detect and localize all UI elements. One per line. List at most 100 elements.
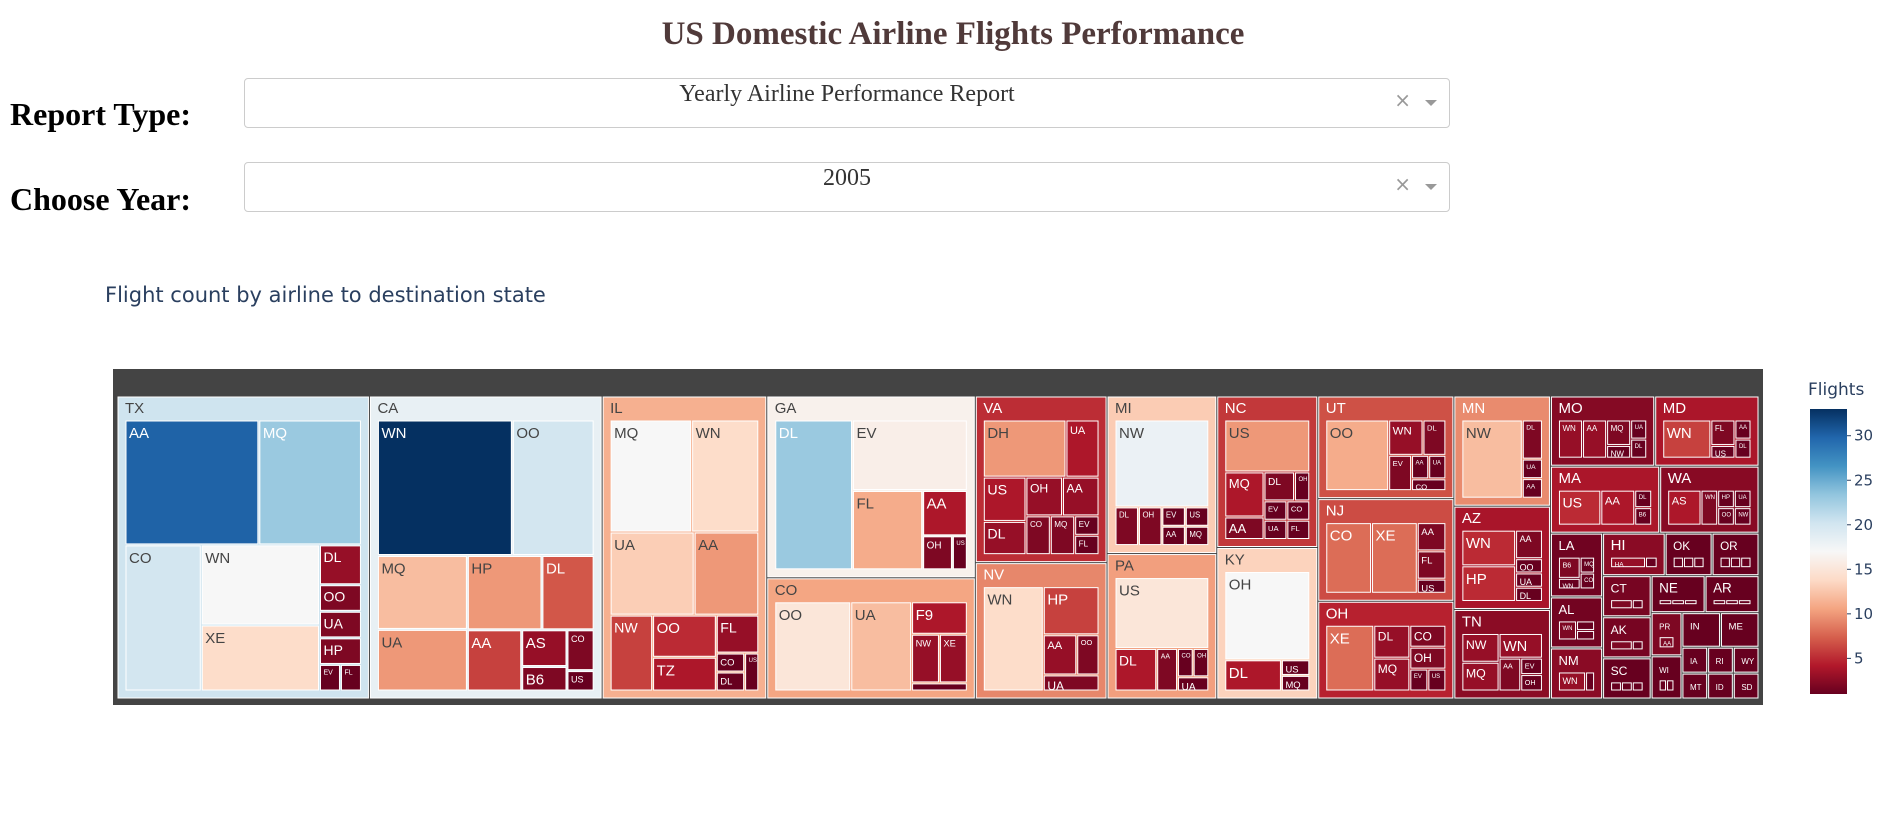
state-tile[interactable] [1603, 658, 1651, 699]
airline-tile[interactable] [1586, 672, 1595, 691]
state-mn[interactable]: MN NW DL UA AA [1454, 396, 1550, 506]
state-tile[interactable] [1705, 576, 1759, 613]
airline-tile[interactable] [319, 664, 340, 691]
chevron-down-icon[interactable] [1425, 184, 1437, 190]
state-nj[interactable]: NJ CO XE AA FL US [1318, 499, 1454, 601]
state-nc[interactable]: NC US MQ AA DL OH EV UA CO FL [1217, 396, 1318, 547]
airline-tile[interactable] [983, 521, 1026, 555]
airline-tile[interactable] [319, 638, 361, 664]
airline-tile[interactable] [1225, 572, 1310, 660]
airline-tile[interactable] [1075, 535, 1099, 555]
clear-icon[interactable]: × [1394, 88, 1411, 112]
airline-tile[interactable] [912, 602, 967, 634]
airline-tile[interactable] [1225, 517, 1264, 540]
state-co[interactable]: CO OO UA F9 NW XE [767, 578, 975, 699]
airline-tile[interactable] [1326, 523, 1372, 593]
state-sd[interactable]: SD [1733, 673, 1759, 699]
airline-tile[interactable] [319, 611, 361, 638]
state-pa[interactable]: PA US DL AA CO OH UA [1107, 554, 1217, 699]
airline-tile[interactable] [1374, 658, 1410, 691]
airline-tile[interactable] [610, 532, 694, 615]
airline-tile[interactable] [1428, 669, 1446, 691]
state-ne[interactable]: NE [1651, 576, 1705, 613]
airline-tile[interactable] [775, 602, 851, 691]
airline-tile[interactable] [319, 585, 361, 611]
airline-tile[interactable] [1718, 490, 1734, 508]
airline-tile[interactable] [1410, 669, 1428, 691]
airline-tile[interactable] [1410, 647, 1446, 669]
year-dropdown[interactable]: 2005 × [244, 162, 1450, 212]
airline-tile[interactable] [1516, 530, 1542, 559]
airline-tile[interactable] [467, 556, 542, 630]
airline-tile[interactable] [745, 653, 759, 691]
airline-tile[interactable] [1558, 672, 1586, 691]
chevron-down-icon[interactable] [1425, 100, 1437, 106]
airline-tile[interactable] [1684, 600, 1697, 605]
airline-tile[interactable] [1389, 455, 1412, 491]
airline-tile[interactable] [912, 683, 967, 691]
airline-tile[interactable] [1287, 501, 1310, 520]
airline-tile[interactable] [1741, 557, 1751, 568]
airline-tile[interactable] [1611, 682, 1621, 691]
airline-tile[interactable] [1730, 557, 1741, 568]
airline-tile[interactable] [1326, 420, 1389, 491]
state-tile[interactable] [1603, 576, 1651, 617]
state-il[interactable]: IL MQ WN UA AA NW OO TZ FL CO DL US [602, 396, 767, 699]
state-tile[interactable] [1682, 673, 1708, 699]
airline-tile[interactable] [1281, 660, 1310, 675]
airline-tile[interactable] [1726, 600, 1738, 605]
airline-tile[interactable] [716, 672, 745, 691]
airline-tile[interactable] [610, 420, 692, 532]
airline-tile[interactable] [1412, 455, 1429, 479]
airline-tile[interactable] [1178, 648, 1193, 677]
airline-tile[interactable] [1516, 587, 1542, 601]
airline-tile[interactable] [852, 490, 923, 570]
airline-tile[interactable] [1157, 648, 1178, 691]
airline-tile[interactable] [939, 634, 967, 683]
airline-tile[interactable] [1026, 516, 1050, 555]
airline-tile[interactable] [1694, 557, 1704, 568]
airline-tile[interactable] [567, 630, 594, 671]
state-tx[interactable]: TX AA MQ CO WN XE DL OO UA HP EV FL [117, 396, 369, 699]
airline-tile[interactable] [1718, 508, 1734, 525]
state-wa[interactable]: WA AS WN HP UA OO NW [1660, 466, 1759, 533]
state-pr[interactable]: PR AA [1651, 613, 1682, 656]
state-ky[interactable]: KY OH DL US MQ [1217, 548, 1318, 699]
airline-tile[interactable] [852, 420, 967, 490]
airline-tile[interactable] [1659, 680, 1667, 691]
airline-tile[interactable] [716, 615, 759, 653]
airline-tile[interactable] [983, 477, 1026, 521]
airline-tile[interactable] [692, 420, 759, 532]
airline-tile[interactable] [1558, 557, 1580, 578]
airline-tile[interactable] [1607, 420, 1631, 445]
state-mt[interactable]: MT [1682, 673, 1708, 699]
airline-tile[interactable] [1225, 660, 1281, 691]
airline-tile[interactable] [1711, 445, 1735, 458]
state-me[interactable]: ME [1720, 613, 1759, 647]
airline-tile[interactable] [1558, 490, 1601, 525]
airline-tile[interactable] [1287, 520, 1310, 539]
airline-tile[interactable] [923, 490, 967, 536]
airline-tile[interactable] [201, 545, 319, 625]
airline-tile[interactable] [1372, 523, 1417, 593]
airline-tile[interactable] [1326, 625, 1374, 691]
airline-tile[interactable] [1659, 637, 1674, 648]
airline-tile[interactable] [512, 420, 594, 555]
airline-tile[interactable] [1711, 420, 1735, 445]
clear-icon[interactable]: × [1394, 172, 1411, 196]
state-tile[interactable] [1665, 533, 1712, 576]
state-tile[interactable] [1682, 647, 1708, 673]
state-or[interactable]: OR [1712, 533, 1759, 576]
airline-tile[interactable] [1264, 520, 1287, 539]
airline-tile[interactable] [1462, 662, 1499, 691]
airline-tile[interactable] [1734, 508, 1751, 525]
airline-tile[interactable] [1185, 507, 1209, 526]
airline-tile[interactable] [1115, 578, 1209, 648]
airline-tile[interactable] [1516, 559, 1542, 573]
airline-tile[interactable] [259, 420, 361, 545]
airline-tile[interactable] [1066, 420, 1099, 477]
airline-tile[interactable] [653, 657, 716, 691]
airline-tile[interactable] [1225, 472, 1264, 517]
airline-tile[interactable] [1635, 508, 1652, 525]
airline-tile[interactable] [467, 630, 522, 691]
